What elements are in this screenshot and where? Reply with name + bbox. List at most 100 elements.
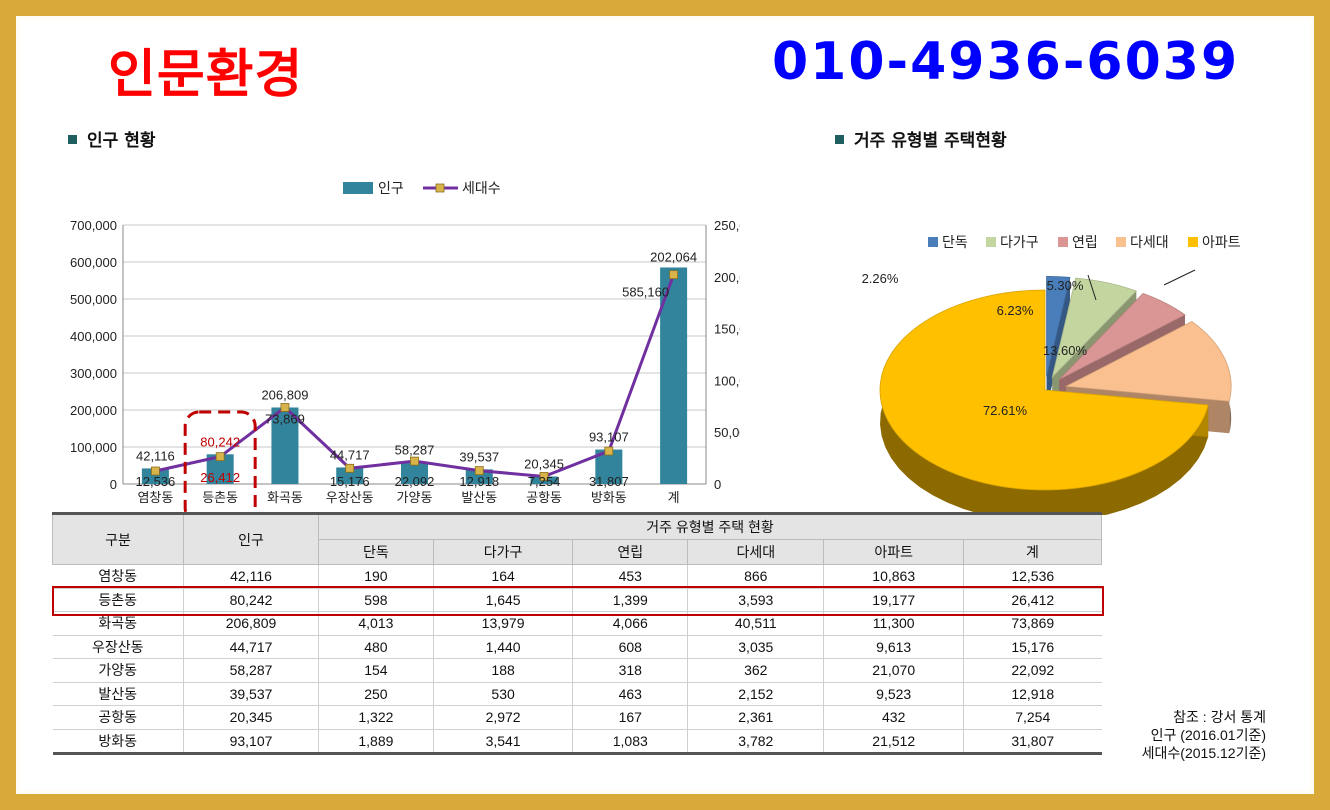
table-cell: 11,300 — [823, 611, 964, 636]
table-cell: 167 — [572, 705, 688, 730]
population-data-label: 39,537 — [459, 449, 499, 464]
sub-header-cell: 다세대 — [687, 539, 825, 565]
table-cell: 21,070 — [823, 658, 964, 683]
population-section-title: 인구 현황 — [68, 126, 155, 151]
household-data-label: 73,869 — [265, 411, 305, 426]
table-cell: 26,412 — [962, 588, 1102, 612]
table-cell: 방화동 — [52, 729, 184, 755]
table-cell: 2,361 — [687, 705, 824, 730]
table-row: 염창동 42,116 190 164 453 866 10,863 12,536 — [52, 564, 1102, 589]
table-cell: 530 — [432, 682, 573, 706]
population-data-label: 20,345 — [524, 456, 564, 471]
pie-slice — [1046, 275, 1071, 377]
pie-legend-label: 연립 — [1072, 234, 1098, 250]
household-data-label: 12,536 — [136, 474, 176, 489]
sub-header-cell: 계 — [962, 539, 1103, 565]
table-cell: 318 — [572, 658, 688, 683]
table-cell: 42,116 — [183, 564, 319, 589]
table-cell: 463 — [572, 682, 688, 706]
pie-legend-label: 아파트 — [1202, 234, 1241, 250]
table-cell: 866 — [687, 564, 824, 589]
table-cell: 362 — [687, 658, 824, 683]
housing-table: 구분 인구 거주 유형별 주택 현황 단독 다가구 연립 다세대 아파트 계 염창동 42,… — [52, 512, 1103, 755]
note-household-date: 세대수(2015.12기준) — [1141, 745, 1266, 761]
table-row: 우장산동 44,717 480 1,440 608 3,035 9,613 15,176 — [52, 635, 1102, 659]
table-cell: 188 — [432, 658, 573, 683]
household-marker — [280, 403, 290, 412]
sub-header-cell: 연립 — [572, 539, 689, 565]
table-cell: 4,013 — [318, 611, 434, 636]
category-label: 가양동 — [397, 490, 433, 505]
category-label: 계 — [668, 490, 680, 505]
legend-bar-swatch — [343, 182, 373, 194]
phone-number: 010-4936-6039 — [772, 32, 1240, 92]
note-source: 참조 : 강서 통계 — [1173, 709, 1266, 725]
household-marker — [604, 446, 614, 456]
left-axis-tick: 100,000 — [70, 440, 117, 455]
table-cell: 9,523 — [823, 682, 964, 706]
table-row: 등촌동 80,242 598 1,645 1,399 3,593 19,177 26,412 — [52, 588, 1102, 612]
table-cell: 250 — [318, 682, 434, 706]
household-data-label: 7,254 — [528, 474, 561, 489]
population-data-label: 585,160 — [622, 285, 669, 300]
pie-legend-swatch — [1188, 237, 1198, 247]
housing-pie-chart: 2.26% 6.23% 5.30% 13.60% 72.61% 단독 다가구 연립 다세대 아파트 — [862, 234, 1241, 515]
table-cell: 31,807 — [962, 729, 1102, 755]
bullet-square-icon — [68, 135, 77, 144]
group-header-housing: 거주 유형별 주택 현황 — [318, 512, 1102, 540]
page-content: 인문환경 010-4936-6039 인구 현황 거주 유형별 주택현황 0 10… — [20, 20, 1310, 790]
household-marker — [345, 463, 355, 473]
right-axis-tick: 150,000 — [714, 322, 740, 337]
table-cell: 염창동 — [52, 564, 184, 589]
table-cell: 608 — [572, 635, 688, 659]
household-marker — [215, 452, 225, 462]
legend-marker-swatch — [435, 183, 445, 193]
category-label: 등촌동 — [202, 490, 238, 505]
pie-legend-swatch — [1058, 237, 1068, 247]
page-title: 인문환경 — [108, 45, 304, 105]
table-cell: 154 — [318, 658, 434, 683]
left-axis-tick: 700,000 — [70, 218, 117, 233]
category-label: 염창동 — [137, 490, 173, 505]
pie-value-label: 6.23% — [997, 303, 1034, 318]
table-cell: 190 — [318, 564, 434, 589]
table-row: 가양동 58,287 154 188 318 362 21,070 22,092 — [52, 658, 1102, 683]
table-cell: 44,717 — [183, 635, 319, 659]
right-axis-tick: 0 — [714, 477, 721, 492]
table-cell: 1,645 — [432, 588, 573, 612]
population-data-label: 44,717 — [330, 447, 370, 462]
population-data-label: 58,287 — [395, 442, 435, 457]
housing-section-title: 거주 유형별 주택현황 — [835, 126, 1007, 151]
table-cell: 9,613 — [823, 635, 964, 659]
table-cell: 480 — [318, 635, 434, 659]
table-cell: 우장산동 — [52, 635, 184, 659]
table-cell: 2,152 — [687, 682, 824, 706]
pie-legend-swatch — [986, 237, 996, 247]
population-section-label: 인구 현황 — [87, 131, 156, 151]
table-cell: 40,511 — [687, 611, 824, 636]
category-label: 발산동 — [461, 490, 497, 505]
population-bar — [660, 267, 688, 484]
right-axis-tick: 100,000 — [714, 373, 740, 388]
pie-value-label: 2.26% — [862, 271, 899, 286]
note-population-date: 인구 (2016.01기준) — [1150, 727, 1266, 743]
table-cell: 19,177 — [823, 588, 964, 612]
population-bar — [465, 469, 493, 484]
table-cell: 1,889 — [318, 729, 434, 755]
table-cell: 93,107 — [183, 729, 319, 755]
table-cell: 4,066 — [572, 611, 688, 636]
table-cell: 22,092 — [962, 658, 1102, 683]
pie-leader-line — [1087, 274, 1097, 301]
category-label: 방화동 — [591, 490, 627, 505]
highlight-category-box — [183, 410, 257, 520]
pie-value-label: 5.30% — [1047, 278, 1084, 293]
sub-header-cell: 단독 — [318, 539, 434, 565]
table-cell: 가양동 — [52, 658, 184, 683]
table-cell: 39,537 — [183, 682, 319, 706]
table-cell: 73,869 — [962, 611, 1102, 636]
pie-slice — [1051, 277, 1137, 379]
table-cell: 58,287 — [183, 658, 319, 683]
population-combo-chart: 0 100,000 200,000 300,000 400,000 500,000 600,… — [70, 180, 740, 520]
table-row: 방화동 93,107 1,889 3,541 1,083 3,782 21,512 31,80… — [52, 729, 1102, 755]
table-row: 발산동 39,537 250 530 463 2,152 9,523 12,918 — [52, 682, 1102, 706]
